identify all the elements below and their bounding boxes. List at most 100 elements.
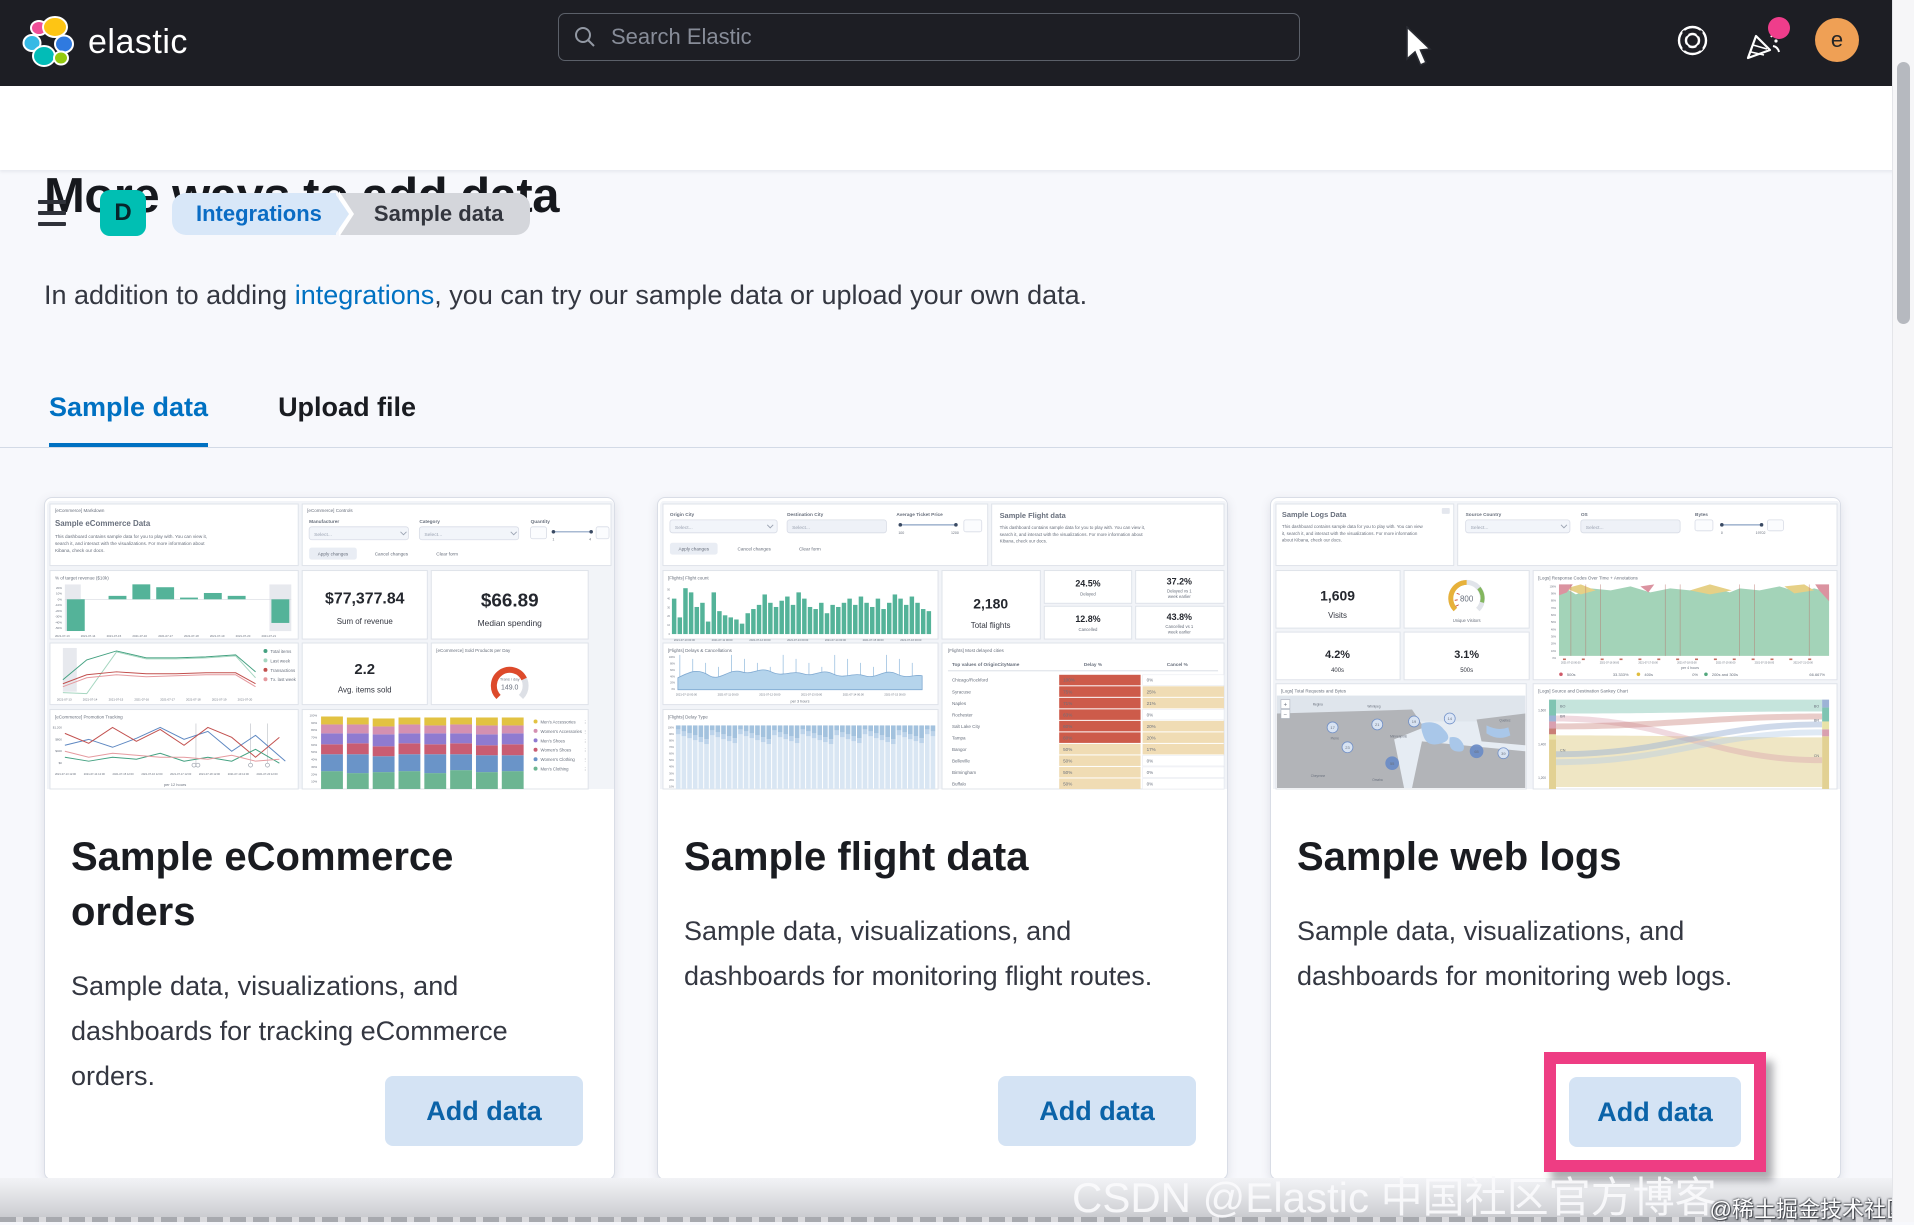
svg-text:Naples: Naples [952,701,967,706]
select-placeholder: Select... [1586,525,1604,531]
slider-max: 19702 [1756,531,1766,535]
svg-text:50%: 50% [1063,770,1072,775]
select-placeholder: Select... [675,525,693,531]
svg-text:BO: BO [1560,705,1566,709]
svg-text:2021-07-13 12:00: 2021-07-13 12:00 [55,772,77,776]
svg-text:100%: 100% [1550,585,1557,588]
svg-text:$400: $400 [55,749,62,753]
breadcrumb-bar: D Integrations Sample data [0,86,1914,170]
stat-value: 37.2% [1167,576,1192,586]
svg-text:60%: 60% [1551,614,1557,617]
gauge-value: 800 [1460,594,1474,603]
stat-value: 43.8% [1167,612,1192,622]
svg-text:55: 55 [1390,761,1395,766]
svg-text:50%: 50% [1063,747,1072,752]
add-data-button-web-logs[interactable]: Add data [1569,1077,1741,1147]
help-icon[interactable] [1676,24,1709,57]
add-data-button-ecommerce[interactable]: Add data [385,1076,583,1146]
menu-icon[interactable] [38,200,66,226]
svg-text:2021-07-17 00:00: 2021-07-17 00:00 [1638,661,1658,664]
gauge-label: Unique Visitors [1453,618,1481,623]
panel-title: [Logs] Total Requests and Bytes [1281,689,1347,694]
user-avatar[interactable]: e [1815,18,1859,62]
svg-text:14: 14 [1448,716,1453,721]
svg-text:−: − [1284,712,1288,718]
svg-text:2021-07-21: 2021-07-21 [261,634,276,638]
top-navigation-bar: elastic e [0,0,1914,86]
slider-min: 0 [1721,531,1723,535]
control-label: Source Country [1466,512,1502,518]
svg-text:66.667%: 66.667% [1809,672,1825,677]
svg-text:Men's Shoes: Men's Shoes [541,738,565,743]
breadcrumb-integrations[interactable]: Integrations [172,193,336,235]
svg-text:30%: 30% [1551,635,1557,638]
data-tabs: Sample data Upload file [49,392,416,447]
svg-text:25%: 25% [1147,689,1156,694]
svg-text:Cheyenne: Cheyenne [1311,774,1326,778]
svg-text:2021-07-18 12:00: 2021-07-18 12:00 [199,772,221,776]
svg-text:50%: 50% [1063,758,1072,763]
clear-form-text: Clear form [436,552,458,557]
svg-text:60%: 60% [1063,735,1072,740]
svg-text:50%: 50% [1063,781,1072,786]
metric-label: 400s [1331,668,1344,674]
tab-sample-data[interactable]: Sample data [49,392,208,447]
panel-title: [eCommerce] Markdown [55,508,105,513]
svg-text:50%: 50% [311,750,317,754]
tab-upload-file[interactable]: Upload file [278,392,416,447]
metric-value: 4.2% [1325,649,1350,661]
control-label: Average Ticket Price [896,512,943,518]
add-data-button-flights[interactable]: Add data [998,1076,1196,1146]
svg-text:500s: 500s [1567,672,1576,677]
svg-text:20%: 20% [311,772,317,776]
space-avatar[interactable]: D [100,190,146,236]
card-title: Sample eCommerce orders [71,830,501,940]
global-search[interactable] [558,13,1300,61]
intro-before: In addition to adding [44,280,295,310]
scrollbar-thumb[interactable] [1897,62,1910,324]
select-placeholder: Select... [314,532,332,538]
svg-text:10%: 10% [1551,650,1557,653]
table-header: Cancel % [1167,662,1189,668]
slider-min: 1 [552,538,554,542]
svg-text:Belleville: Belleville [952,758,970,763]
card-title: Sample web logs [1297,830,1727,885]
metric-value: 3.1% [1454,649,1479,661]
breadcrumb-sample-data: Sample data [340,193,530,235]
panel-title: [Flights] Most delayed cities [948,648,1005,653]
svg-text:65: 65 [1474,749,1479,754]
svg-text:-40%: -40% [55,620,62,624]
scrollbar-track[interactable] [1892,0,1914,1222]
ecommerce-dashboard-preview: [eCommerce] Markdown Sample eCommerce Da… [47,500,614,790]
svg-text:2021-07-17: 2021-07-17 [158,634,173,638]
svg-text:Salt Lake City: Salt Lake City [952,724,981,729]
search-input[interactable] [609,23,1285,51]
svg-text:100%: 100% [310,713,318,717]
tabs-divider [0,447,1914,448]
svg-text:21%: 21% [1147,701,1156,706]
svg-text:70%: 70% [1551,607,1557,610]
svg-text:80%: 80% [311,728,317,732]
md-heading: Sample eCommerce Data [55,519,151,528]
elastic-logo-icon [22,16,74,68]
svg-text:2021-07-20 00:00: 2021-07-20 00:00 [1755,661,1775,664]
svg-text:Men's Accessories: Men's Accessories [541,719,576,724]
svg-text:70%: 70% [311,736,317,740]
svg-text:39: 39 [1501,751,1506,756]
svg-text:2021-07-19 12:00: 2021-07-19 12:00 [228,772,250,776]
axis-label: per 4 hours [1681,666,1699,670]
svg-text:2021-07-15: 2021-07-15 [109,698,124,702]
metric-value: $77,377.84 [325,590,405,607]
svg-text:20%: 20% [1551,643,1557,646]
svg-text:90%: 90% [1551,593,1557,596]
svg-text:0%: 0% [1147,781,1154,786]
metric-label: Total flights [971,621,1011,630]
svg-text:400s: 400s [1644,672,1653,677]
svg-text:-20%: -20% [55,609,62,613]
card-sample-ecommerce: [eCommerce] Markdown Sample eCommerce Da… [44,497,615,1180]
svg-text:30%: 30% [311,765,317,769]
integrations-link[interactable]: integrations [295,280,435,310]
svg-text:2021-07-15 00:00: 2021-07-15 00:00 [884,693,906,697]
svg-text:2021-07-15 00:00: 2021-07-15 00:00 [1561,661,1581,664]
